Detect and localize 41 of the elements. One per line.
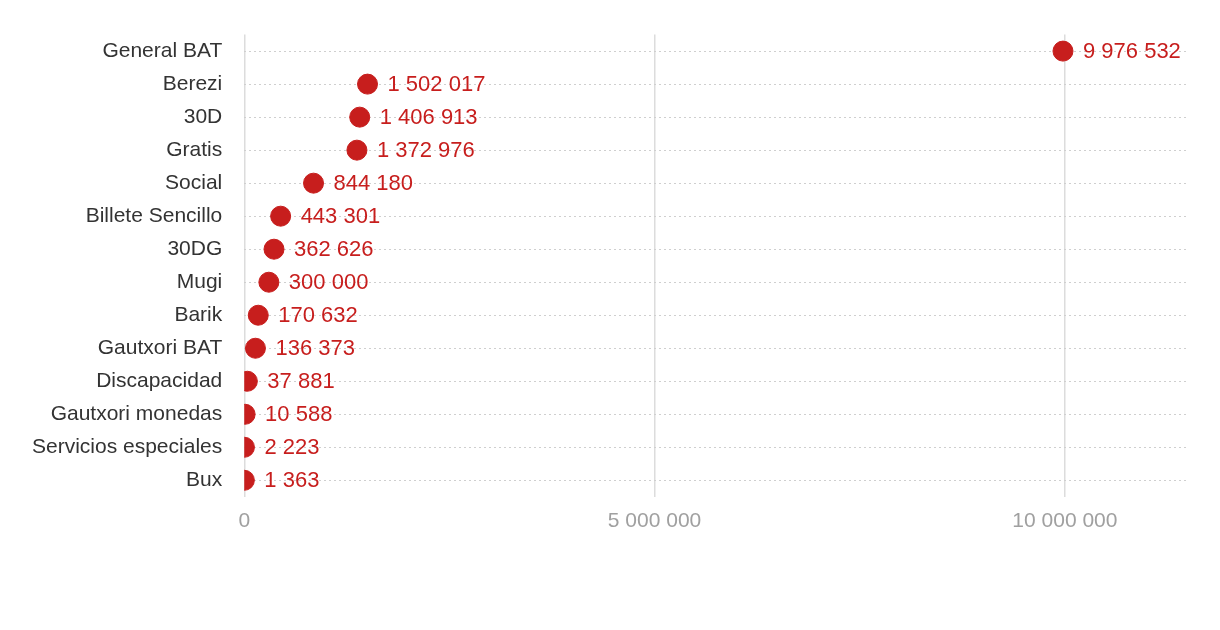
y-tick-label: Bux (186, 467, 223, 491)
data-label: 10 588 (265, 401, 333, 427)
y-tick-label: Berezi (162, 70, 223, 94)
y-tick-label: Gautxori BAT (97, 335, 223, 359)
x-tick-label: 5 000 000 (607, 508, 702, 532)
y-tick-label: Barik (174, 302, 223, 326)
y-tick-label: 30D (183, 103, 223, 127)
data-label: 136 373 (275, 335, 355, 361)
point (270, 205, 292, 227)
point (258, 271, 280, 293)
data-label: 1 502 017 (387, 71, 486, 97)
y-tick-label: Gratis (166, 136, 223, 160)
y-tick-label: Servicios especiales (31, 434, 223, 458)
y-tick-label: Mugi (176, 269, 223, 292)
data-label: 170 632 (278, 302, 358, 328)
x-tick-label: 10 000 000 (1012, 508, 1118, 532)
x-tick-label: 0 (238, 508, 251, 532)
point (263, 238, 285, 260)
data-label: 2 223 (264, 434, 320, 460)
point (244, 337, 266, 359)
data-label: 1 363 (264, 467, 320, 493)
data-label: 37 881 (267, 368, 335, 394)
point (1052, 40, 1074, 62)
point (357, 73, 379, 95)
y-tick-label: Discapacidad (96, 368, 223, 392)
point (349, 106, 371, 128)
data-label: 1 372 976 (376, 137, 475, 163)
data-label: 1 406 913 (379, 104, 478, 130)
point (303, 172, 325, 194)
data-label: 300 000 (288, 269, 369, 295)
data-label: 9 976 532 (1082, 38, 1181, 64)
point (247, 304, 269, 326)
y-tick-label: Billete Sencillo (85, 202, 223, 226)
y-tick-label: Gautxori monedas (50, 401, 223, 425)
y-tick-label: 30DG (167, 235, 223, 259)
y-tick-label: Social (165, 169, 223, 193)
point (346, 139, 368, 161)
data-label: 844 180 (333, 170, 414, 196)
data-label: 443 301 (300, 203, 381, 229)
data-label: 362 626 (294, 236, 374, 262)
y-tick-label: General BAT (102, 37, 223, 61)
